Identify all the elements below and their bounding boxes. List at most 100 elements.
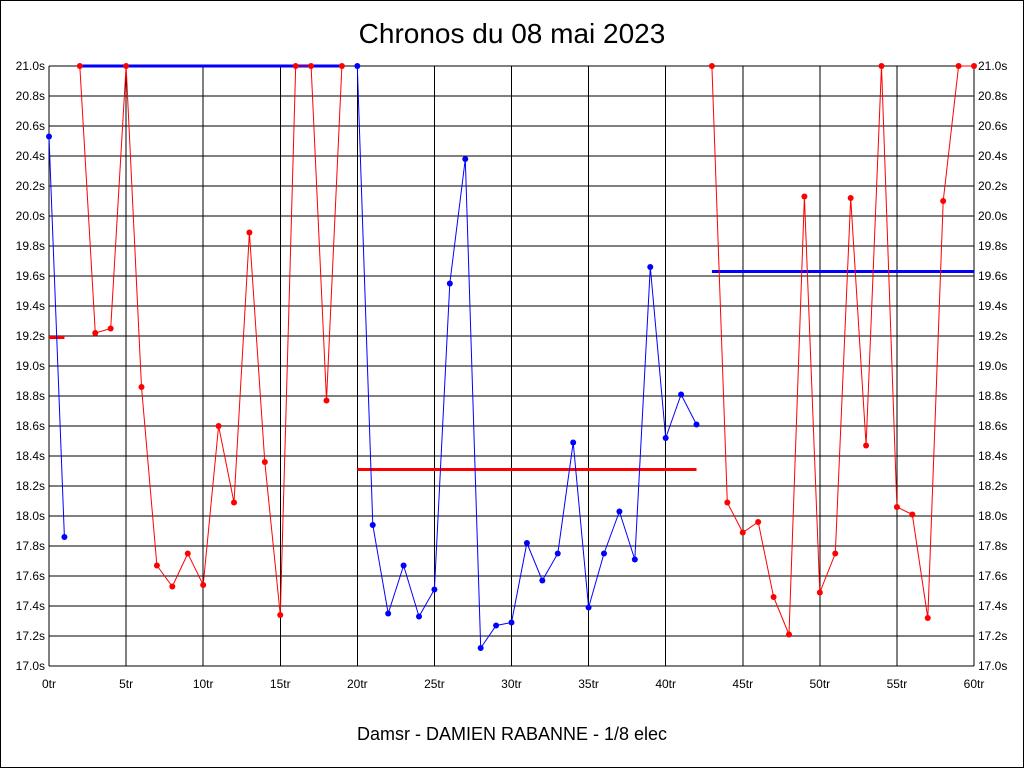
data-point xyxy=(847,195,854,201)
data-point xyxy=(647,264,654,270)
y-tick-label-left: 20.6s xyxy=(16,119,45,133)
data-point xyxy=(277,612,284,618)
data-point xyxy=(138,384,145,390)
y-tick-label-right: 19.6s xyxy=(978,269,1007,283)
data-point xyxy=(200,582,207,588)
chart-title: Chronos du 08 mai 2023 xyxy=(359,18,666,49)
y-tick-label-right: 20.2s xyxy=(978,179,1007,193)
x-tick-label: 10tr xyxy=(193,677,214,691)
y-tick-label-right: 21.0s xyxy=(978,59,1007,73)
data-point xyxy=(708,63,715,69)
y-tick-label-right: 17.0s xyxy=(978,659,1007,673)
data-point xyxy=(755,519,762,525)
series-line xyxy=(711,65,974,635)
data-point xyxy=(46,133,52,140)
y-tick-label-left: 18.8s xyxy=(16,389,45,403)
data-point xyxy=(261,459,268,465)
data-point xyxy=(92,330,99,336)
data-point xyxy=(107,325,114,332)
x-tick-label: 55tr xyxy=(887,677,908,691)
x-tick-label: 35tr xyxy=(578,677,599,691)
data-point xyxy=(477,645,484,651)
y-tick-label-right: 20.8s xyxy=(978,89,1007,103)
y-tick-label-left: 19.0s xyxy=(16,359,45,373)
y-tick-label-left: 17.2s xyxy=(16,629,45,643)
y-tick-label-left: 19.8s xyxy=(16,239,45,253)
y-tick-label-left: 19.2s xyxy=(16,329,45,343)
data-point xyxy=(523,540,530,546)
x-tick-label: 60tr xyxy=(964,677,985,691)
data-point xyxy=(724,499,731,506)
y-tick-label-right: 19.8s xyxy=(978,239,1007,253)
data-point xyxy=(739,529,746,536)
y-tick-label-right: 19.0s xyxy=(978,359,1007,373)
y-tick-label-right: 17.4s xyxy=(978,599,1007,613)
data-point xyxy=(354,63,361,69)
data-point xyxy=(400,562,407,569)
data-point xyxy=(292,63,299,69)
data-point xyxy=(385,610,392,617)
y-tick-label-right: 17.8s xyxy=(978,539,1007,553)
y-tick-label-left: 17.4s xyxy=(16,599,45,613)
x-tick-label: 15tr xyxy=(270,677,291,691)
x-tick-label: 40tr xyxy=(655,677,676,691)
y-tick-label-left: 17.0s xyxy=(16,659,45,673)
y-tick-label-left: 17.8s xyxy=(16,539,45,553)
data-point xyxy=(431,586,438,593)
x-tick-label: 50tr xyxy=(809,677,830,691)
x-tick-label: 45tr xyxy=(732,677,753,691)
data-point xyxy=(893,504,900,510)
data-point xyxy=(61,534,68,540)
data-point xyxy=(909,511,916,518)
data-point xyxy=(246,229,253,236)
series-line xyxy=(79,65,343,616)
y-tick-label-left: 18.0s xyxy=(16,509,45,523)
data-point xyxy=(123,63,130,69)
y-tick-label-left: 20.0s xyxy=(16,209,45,223)
data-point xyxy=(169,583,176,590)
data-point xyxy=(585,604,592,611)
y-tick-label-left: 18.2s xyxy=(16,479,45,493)
data-point xyxy=(693,421,700,428)
y-tick-label-right: 19.4s xyxy=(978,299,1007,313)
data-point xyxy=(369,522,376,528)
y-tick-label-left: 19.4s xyxy=(16,299,45,313)
data-point xyxy=(308,63,315,69)
data-point xyxy=(878,63,885,69)
y-tick-label-left: 21.0s xyxy=(16,59,45,73)
data-points xyxy=(46,63,977,651)
y-tick-label-left: 20.2s xyxy=(16,179,45,193)
y-tick-label-left: 17.6s xyxy=(16,569,45,583)
y-tick-label-left: 20.4s xyxy=(16,149,45,163)
data-point xyxy=(338,63,345,69)
y-tick-label-right: 20.4s xyxy=(978,149,1007,163)
data-point xyxy=(631,556,638,563)
data-point xyxy=(940,198,947,204)
y-tick-label-left: 20.8s xyxy=(16,89,45,103)
y-tick-label-left: 18.6s xyxy=(16,419,45,433)
x-tick-label: 20tr xyxy=(347,677,368,691)
y-tick-label-right: 17.6s xyxy=(978,569,1007,583)
y-tick-label-left: 18.4s xyxy=(16,449,45,463)
data-point xyxy=(446,280,453,287)
y-axis-left: 17.0s 17.2s 17.4s 17.6s 17.8s 18.0s 18.2s 18.4s… xyxy=(16,59,45,673)
data-point xyxy=(786,631,792,638)
y-tick-label-right: 18.0s xyxy=(978,509,1007,523)
data-point xyxy=(770,594,777,600)
y-tick-label-right: 19.2s xyxy=(978,329,1007,343)
data-point xyxy=(508,619,515,626)
x-tick-label: 0tr xyxy=(42,677,56,691)
series-line xyxy=(356,65,697,650)
y-tick-label-right: 18.6s xyxy=(978,419,1007,433)
chart-subtitle: Damsr - DAMIEN RABANNE - 1/8 elec xyxy=(357,724,667,744)
y-tick-label-left: 19.6s xyxy=(16,269,45,283)
y-tick-label-right: 18.4s xyxy=(978,449,1007,463)
y-tick-label-right: 20.0s xyxy=(978,209,1007,223)
data-point xyxy=(570,439,577,446)
data-point xyxy=(554,550,561,557)
x-tick-label: 5tr xyxy=(119,677,133,691)
y-tick-label-right: 18.8s xyxy=(978,389,1007,403)
data-point xyxy=(184,550,191,557)
data-point xyxy=(801,193,808,200)
